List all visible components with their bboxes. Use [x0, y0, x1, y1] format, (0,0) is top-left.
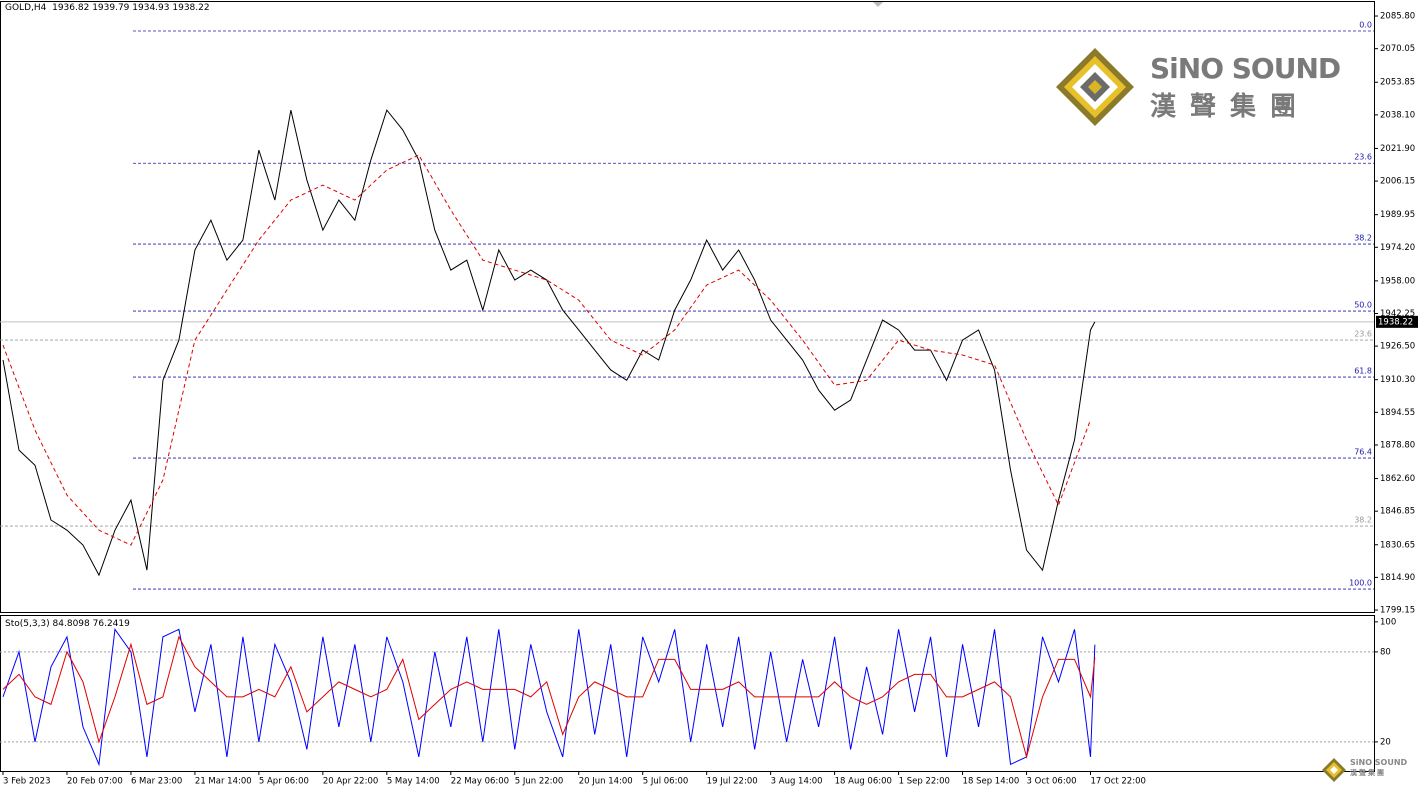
indicator-title: Sto(5,3,3)	[5, 619, 50, 629]
stochastic-line	[2, 628, 1096, 767]
y-tick-label: 1799.15	[1380, 606, 1415, 616]
x-tick-label: 20 Jun 14:00	[579, 777, 633, 787]
x-tick-label: 17 Oct 22:00	[1090, 777, 1145, 787]
x-tick-label: 5 May 14:00	[387, 777, 440, 787]
y-tick-label: 1846.85	[1380, 507, 1415, 517]
moving-average	[2, 154, 1091, 546]
x-tick-label: 21 Mar 14:00	[195, 777, 252, 787]
fib-label: 23.6	[1354, 153, 1372, 162]
small-logo-chinese: 漢聲集團	[1350, 769, 1386, 777]
price-line-series	[2, 109, 1096, 577]
open: 1936.82	[52, 3, 90, 13]
x-tick-label: 20 Feb 07:00	[67, 777, 123, 787]
indicator-header: Sto(5,3,3) 84.8098 76.2419	[5, 619, 130, 629]
fib-label: 23.6	[1354, 330, 1372, 339]
y-tick-label: 1814.90	[1380, 573, 1415, 583]
y-tick-label: 2070.05	[1380, 44, 1415, 54]
y-tick-label: 1926.50	[1380, 342, 1415, 352]
price-tag-label: 1938.22	[1378, 317, 1413, 327]
shift-marker	[873, 2, 883, 7]
x-tick-label: 5 Apr 06:00	[259, 777, 309, 787]
x-tick-label: 5 Jun 22:00	[515, 777, 564, 787]
fib-label: 38.2	[1354, 516, 1372, 525]
y-tick-label: 1910.30	[1380, 375, 1415, 385]
y-tick-label: 100	[1380, 617, 1396, 627]
close: 1938.22	[172, 3, 210, 13]
x-tick-label: 3 Feb 2023	[3, 777, 51, 787]
logo-mark	[1056, 48, 1134, 126]
fib-label: 50.0	[1354, 301, 1372, 310]
y-tick-label: 1862.60	[1380, 474, 1415, 484]
logo-chinese: 漢聲集團	[1150, 92, 1311, 122]
fib-label: 100.0	[1349, 579, 1372, 588]
y-tick-label: 20	[1380, 737, 1391, 747]
y-tick-label: 2085.80	[1380, 12, 1415, 22]
x-tick-label: 5 Jul 06:00	[643, 777, 689, 787]
logo-name: SiNO SOUND	[1150, 52, 1341, 85]
y-tick-label: 1958.00	[1380, 276, 1415, 286]
y-tick-label: 2038.10	[1380, 110, 1415, 120]
y-tick-label: 1894.55	[1380, 408, 1415, 418]
x-tick-label: 3 Aug 14:00	[771, 777, 823, 787]
indicator-main: 84.8098	[52, 619, 90, 629]
y-tick-label: 1989.95	[1380, 210, 1415, 220]
indicator-panel	[0, 615, 1375, 772]
x-tick-label: 3 Oct 06:00	[1027, 777, 1077, 787]
x-tick-label: 1 Sep 22:00	[899, 777, 950, 787]
x-tick-label: 19 Jul 22:00	[707, 777, 758, 787]
x-tick-label: 22 May 06:00	[451, 777, 509, 787]
high: 1939.79	[92, 3, 130, 13]
fib-label: 0.0	[1359, 21, 1372, 30]
y-tick-label: 2053.85	[1380, 78, 1415, 88]
small-logo-name: SiNO SOUND	[1350, 758, 1408, 767]
fib-label: 76.4	[1354, 448, 1372, 457]
x-tick-label: 18 Sep 14:00	[963, 777, 1020, 787]
indicator-signal: 76.2419	[92, 619, 130, 629]
y-tick-label: 2021.90	[1380, 144, 1415, 154]
low: 1934.93	[132, 3, 170, 13]
price-tag	[1376, 315, 1418, 328]
small-logo-mark	[1322, 758, 1346, 782]
x-tick-label: 6 Mar 23:00	[131, 777, 182, 787]
main-panel	[0, 1, 1375, 613]
x-tick-label: 20 Apr 22:00	[323, 777, 378, 787]
y-tick-label: 1878.80	[1380, 440, 1415, 450]
x-tick-label: 18 Aug 06:00	[835, 777, 892, 787]
fib-label: 61.8	[1354, 367, 1372, 376]
fib-label: 38.2	[1354, 234, 1372, 243]
y-tick-label: 80	[1380, 647, 1391, 657]
y-tick-label: 2006.15	[1380, 177, 1415, 187]
stochastic-line	[2, 635, 1096, 759]
symbol: GOLD,H4	[5, 3, 47, 13]
chart-header: GOLD,H4 1936.82 1939.79 1934.93 1938.22	[5, 3, 210, 13]
y-tick-label: 1974.20	[1380, 243, 1415, 253]
y-tick-label: 1942.25	[1380, 309, 1415, 319]
y-tick-label: 1830.65	[1380, 540, 1415, 550]
